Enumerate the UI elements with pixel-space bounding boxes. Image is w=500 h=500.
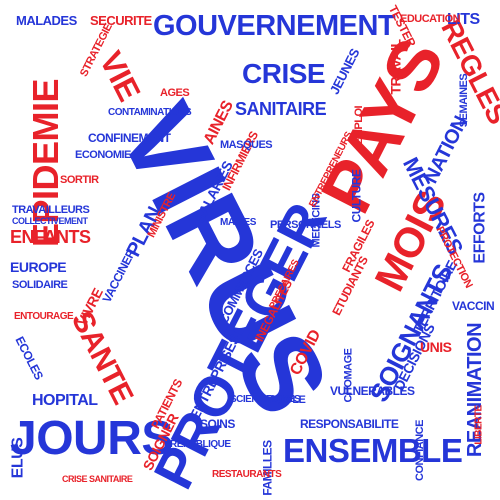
word-gouvernement: GOUVERNEMENT bbox=[153, 10, 396, 42]
word-restaurants: RESTAURANTS bbox=[212, 469, 282, 480]
word-entourage: ENTOURAGE bbox=[14, 311, 74, 322]
word-soins: SOINS bbox=[200, 417, 235, 431]
word-familles: FAMILLES bbox=[260, 440, 275, 496]
word-ages: AGES bbox=[160, 87, 190, 99]
word-vacciner: VACCINER bbox=[99, 247, 139, 305]
word-ecole: ECOLE bbox=[270, 394, 306, 406]
word-contaminations: CONTAMINATIONS bbox=[108, 107, 192, 118]
word-vaccin: VACCIN bbox=[452, 299, 495, 313]
word-europe: EUROPE bbox=[10, 259, 67, 275]
word-vie: VIE bbox=[92, 45, 148, 107]
word-solidaire: SOLIDAIRE bbox=[12, 279, 68, 291]
word-personnels: PERSONNELS bbox=[270, 219, 341, 231]
word-sanitaire: SANITAIRE bbox=[235, 99, 327, 119]
word-confiance: CONFIANCE bbox=[413, 420, 426, 481]
word-culture: CULTURE bbox=[349, 169, 364, 223]
word-ecoles: ECOLES bbox=[12, 334, 46, 382]
word-elus: ELUS bbox=[9, 437, 27, 479]
word-semaines: SEMAINES bbox=[458, 73, 471, 128]
word-confinement: CONFINEMENT bbox=[88, 131, 171, 145]
word-collectivement: COLLECTIVEMENT bbox=[12, 216, 88, 226]
word-liberte: LIBERTE bbox=[473, 405, 485, 445]
word-travailleurs: TRAVAILLEURS bbox=[12, 204, 90, 216]
word-education: EDUCATION bbox=[400, 13, 461, 25]
word-unis: UNIS bbox=[420, 339, 452, 355]
word-republique: REPUBLIQUE bbox=[170, 439, 231, 450]
word-economie: ECONOMIE bbox=[75, 149, 131, 161]
word-crise-sanitaire: CRISE SANITAIRE bbox=[62, 474, 133, 484]
word-efforts: EFFORTS bbox=[471, 192, 489, 264]
word-ensemble: ENSEMBLE bbox=[283, 432, 463, 469]
word-maires: MAIRES bbox=[220, 217, 256, 228]
word-travail: TRAVAIL bbox=[387, 39, 404, 95]
word-lits: LITS bbox=[447, 11, 480, 28]
word-jours: JOURS bbox=[10, 412, 173, 465]
word-vulnerables: VULNERABLES bbox=[330, 384, 415, 398]
word-hopital: HOPITAL bbox=[32, 392, 98, 409]
word-masques: MASQUES bbox=[220, 139, 273, 151]
word-crise: CRISE bbox=[242, 58, 326, 89]
word-scientifiques: SCIENTIFIQUES bbox=[230, 394, 301, 405]
word-enfants: ENFANTS bbox=[10, 227, 91, 247]
word-responsabilite: RESPONSABILITE bbox=[300, 417, 399, 431]
word-emploi: EMPLOI bbox=[353, 105, 366, 146]
word-securite: SECURITE bbox=[90, 13, 152, 28]
word-malades: MALADES bbox=[16, 13, 77, 28]
word-sortir: SORTIR bbox=[60, 174, 99, 186]
